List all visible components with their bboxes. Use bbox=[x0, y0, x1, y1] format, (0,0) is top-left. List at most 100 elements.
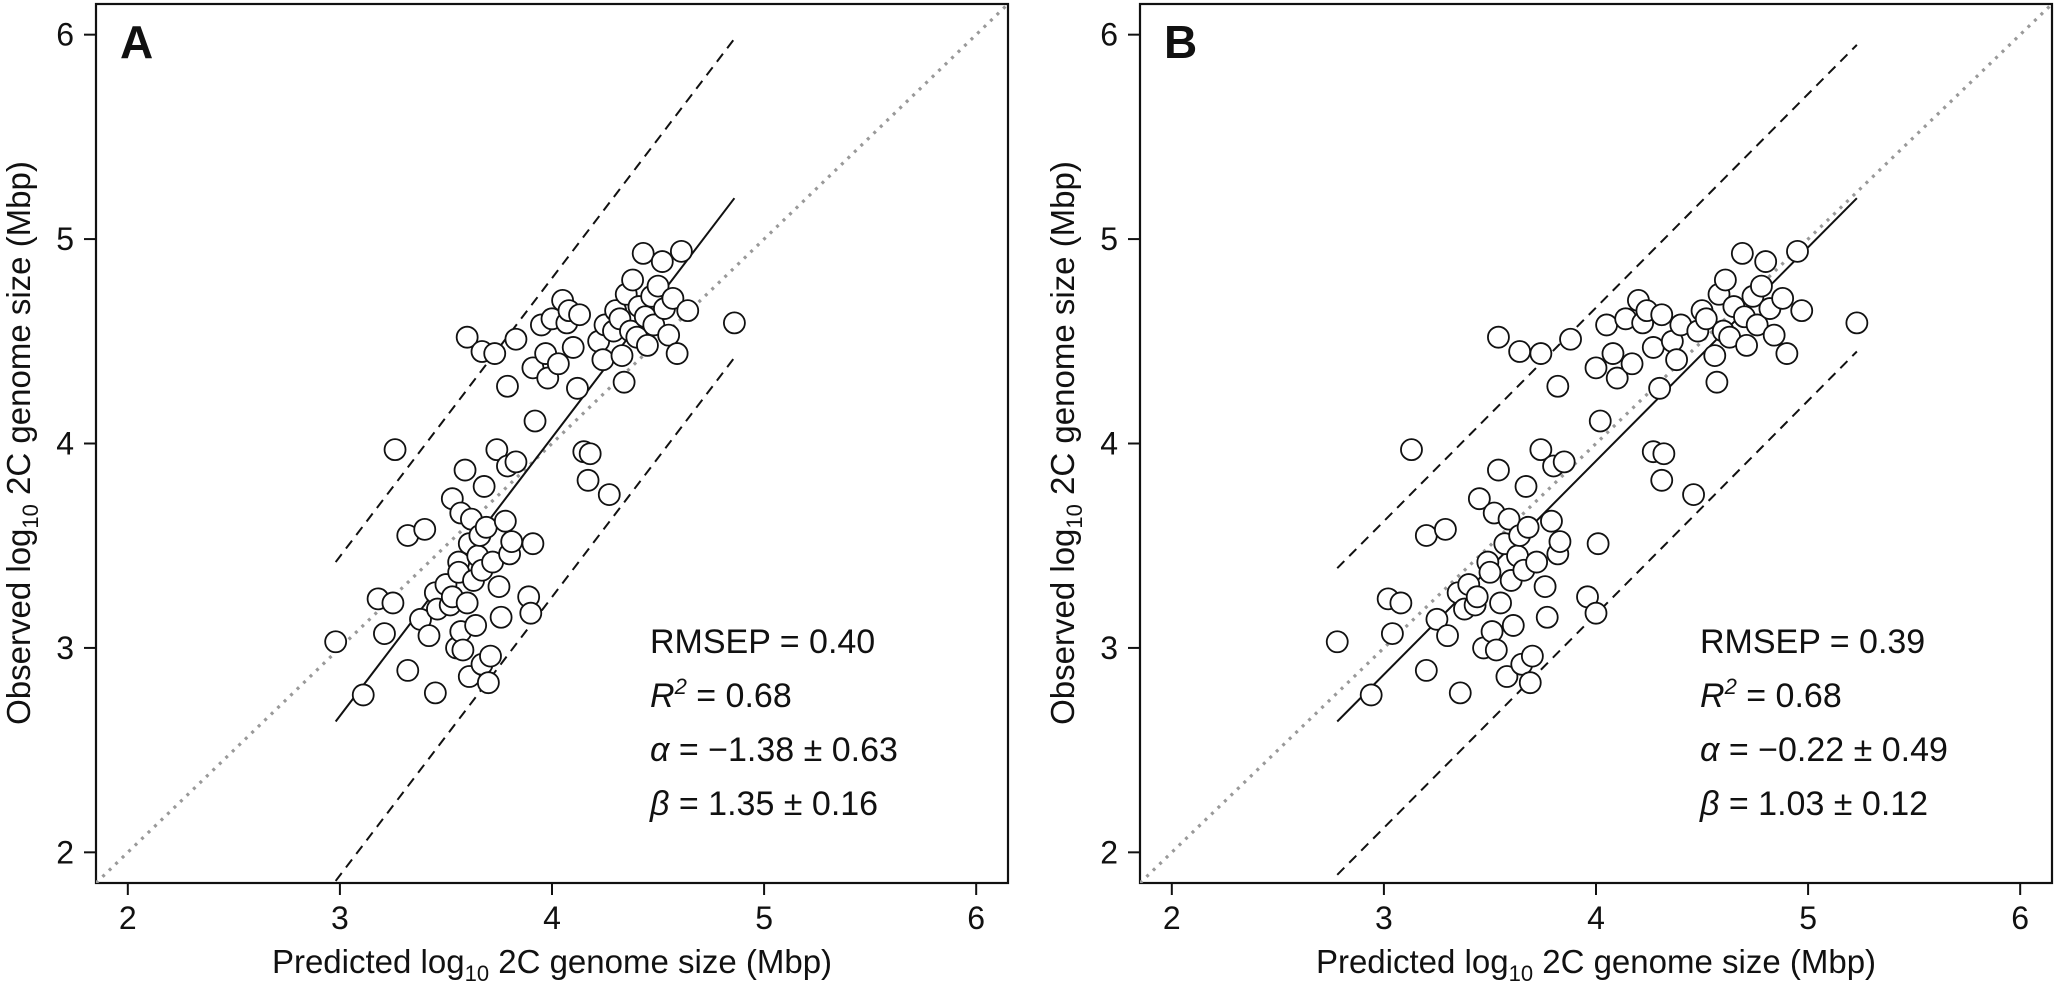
data-point bbox=[578, 442, 602, 466]
data-point bbox=[351, 683, 375, 707]
data-point bbox=[1703, 344, 1727, 368]
data-point bbox=[1520, 644, 1544, 668]
y-axis-ticks: 2 3 4 5 6 bbox=[56, 17, 96, 870]
data-point bbox=[1586, 532, 1610, 556]
y-tick-label: 5 bbox=[56, 221, 74, 257]
data-point bbox=[576, 468, 600, 492]
data-point bbox=[631, 241, 655, 265]
stat-r-squared: R2 = 0.68 bbox=[1700, 674, 1842, 715]
data-point bbox=[1535, 605, 1559, 629]
data-point bbox=[1694, 307, 1718, 331]
identity-line bbox=[96, 4, 1008, 883]
data-point bbox=[1434, 517, 1457, 541]
data-point bbox=[1414, 524, 1438, 547]
data-points bbox=[1325, 239, 1869, 707]
stats-annotation: RMSEP = 0.39 R2 = 0.68 α = −0.22 ± 0.49 … bbox=[1699, 623, 1948, 823]
data-point bbox=[1771, 286, 1795, 310]
panel-label: A bbox=[120, 16, 153, 68]
x-tick-label: 4 bbox=[1587, 900, 1605, 936]
data-point bbox=[1487, 458, 1510, 482]
y-tick-label: 3 bbox=[56, 630, 74, 666]
data-point bbox=[1546, 374, 1570, 398]
x-tick-label: 5 bbox=[1799, 900, 1817, 936]
data-point bbox=[1465, 585, 1489, 609]
data-point bbox=[423, 681, 447, 705]
x-tick-label: 3 bbox=[1375, 900, 1393, 936]
data-point bbox=[413, 517, 437, 541]
data-point bbox=[1584, 601, 1608, 625]
x-tick-label: 2 bbox=[1163, 900, 1181, 936]
data-point bbox=[1786, 239, 1809, 263]
data-point bbox=[1552, 450, 1576, 474]
data-point bbox=[383, 438, 407, 462]
data-point bbox=[1480, 620, 1504, 643]
data-point bbox=[1508, 340, 1532, 363]
data-point bbox=[453, 458, 477, 482]
data-point bbox=[1845, 311, 1869, 335]
data-point bbox=[568, 303, 591, 327]
data-point bbox=[669, 239, 693, 263]
data-point bbox=[487, 575, 511, 598]
data-point bbox=[504, 450, 528, 474]
data-point bbox=[1762, 323, 1786, 347]
data-point bbox=[476, 671, 500, 695]
data-point bbox=[489, 605, 513, 629]
stats-annotation: RMSEP = 0.40 R2 = 0.68 α = −1.38 ± 0.63 … bbox=[649, 623, 898, 823]
data-point bbox=[1713, 268, 1737, 292]
data-point bbox=[1601, 342, 1625, 365]
panel-a: 2 3 4 5 6 2 3 4 5 6 A Predicted log10 2C genome … bbox=[0, 2, 1010, 986]
data-point bbox=[1775, 342, 1799, 365]
data-point bbox=[1620, 352, 1644, 376]
data-points bbox=[324, 239, 746, 707]
data-point bbox=[665, 342, 689, 365]
x-tick-label: 4 bbox=[543, 900, 561, 936]
data-point bbox=[561, 336, 585, 359]
data-point bbox=[1325, 630, 1349, 654]
x-tick-label: 6 bbox=[2011, 900, 2029, 936]
data-point bbox=[591, 348, 615, 372]
y-tick-label: 2 bbox=[56, 834, 74, 870]
data-point bbox=[472, 475, 496, 498]
prediction-band-upper bbox=[1336, 44, 1858, 569]
data-point bbox=[1414, 659, 1438, 682]
data-point bbox=[324, 630, 348, 654]
data-point bbox=[455, 591, 479, 615]
data-point bbox=[396, 659, 420, 682]
data-point bbox=[1548, 530, 1572, 554]
data-point bbox=[1489, 591, 1512, 615]
data-point bbox=[417, 624, 441, 648]
y-tick-label: 4 bbox=[1100, 426, 1118, 462]
y-tick-label: 4 bbox=[56, 426, 74, 462]
stat-beta: β = 1.03 ± 0.12 bbox=[1699, 785, 1928, 823]
data-point bbox=[1559, 327, 1582, 351]
data-point bbox=[1448, 681, 1472, 705]
data-point bbox=[646, 274, 670, 298]
stat-r-squared: R2 = 0.68 bbox=[650, 674, 792, 715]
stat-rmsep: RMSEP = 0.39 bbox=[1700, 623, 1925, 661]
data-point bbox=[1745, 313, 1769, 337]
data-point bbox=[621, 268, 644, 292]
prediction-band-upper bbox=[334, 38, 736, 563]
y-tick-label: 5 bbox=[1100, 221, 1118, 257]
data-point bbox=[723, 311, 746, 335]
y-axis-ticks: 2 3 4 5 6 bbox=[1100, 17, 1140, 870]
data-point bbox=[566, 376, 589, 400]
data-point bbox=[1533, 575, 1557, 598]
data-point bbox=[1735, 333, 1758, 357]
data-point bbox=[1516, 515, 1540, 539]
data-point bbox=[636, 333, 659, 357]
data-point bbox=[521, 532, 545, 556]
identity-line bbox=[1140, 4, 2052, 883]
data-point bbox=[381, 591, 405, 615]
data-point bbox=[1588, 409, 1612, 433]
data-point bbox=[1648, 376, 1672, 400]
data-point bbox=[1514, 475, 1538, 498]
data-point bbox=[1497, 507, 1521, 531]
data-point bbox=[373, 622, 396, 646]
x-tick-label: 2 bbox=[119, 900, 137, 936]
x-axis-title: Predicted log10 2C genome size (Mbp) bbox=[1316, 943, 1876, 986]
data-point bbox=[610, 344, 634, 368]
prediction-band-lower bbox=[1336, 350, 1858, 876]
data-point bbox=[1650, 303, 1674, 327]
data-point bbox=[1400, 438, 1423, 462]
